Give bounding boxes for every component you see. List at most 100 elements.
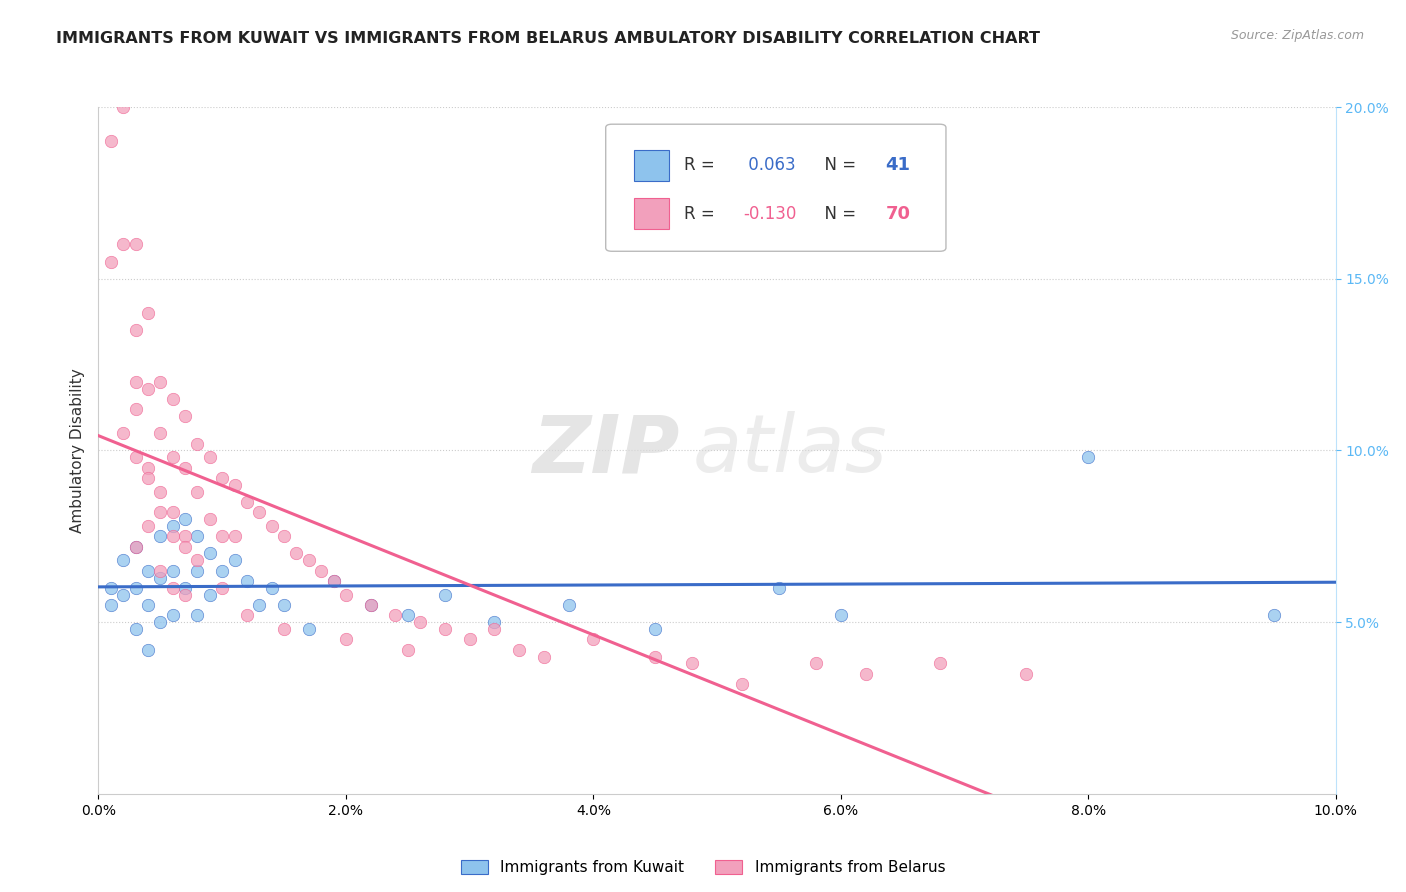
Point xyxy=(186,484,208,499)
Point xyxy=(124,622,146,636)
Bar xyxy=(634,198,669,229)
Point xyxy=(335,632,357,647)
Point xyxy=(149,426,172,441)
Point xyxy=(112,553,135,567)
Point xyxy=(644,622,666,636)
Point xyxy=(198,512,221,526)
Point xyxy=(198,588,221,602)
Point xyxy=(335,588,357,602)
Point xyxy=(236,608,259,623)
Point xyxy=(149,505,172,519)
Point xyxy=(236,574,259,588)
Point xyxy=(360,598,382,612)
Point xyxy=(236,495,259,509)
Point xyxy=(186,564,208,578)
Point xyxy=(830,608,852,623)
FancyBboxPatch shape xyxy=(606,124,946,252)
Point xyxy=(149,484,172,499)
Text: 70: 70 xyxy=(886,204,910,222)
Point xyxy=(100,254,122,268)
Point xyxy=(557,598,579,612)
Point xyxy=(211,471,233,485)
Point xyxy=(409,615,432,630)
Point xyxy=(1263,608,1285,623)
Point xyxy=(162,392,184,406)
Point xyxy=(162,564,184,578)
Point xyxy=(162,529,184,543)
Point xyxy=(360,598,382,612)
Point xyxy=(112,100,135,114)
Text: R =: R = xyxy=(683,156,720,175)
Point xyxy=(174,409,197,423)
Point xyxy=(162,581,184,595)
Point xyxy=(149,564,172,578)
Text: Source: ZipAtlas.com: Source: ZipAtlas.com xyxy=(1230,29,1364,42)
Point xyxy=(298,553,321,567)
Point xyxy=(458,632,481,647)
Point xyxy=(804,657,827,671)
Point xyxy=(644,649,666,664)
Point xyxy=(136,564,159,578)
Point xyxy=(136,598,159,612)
Text: atlas: atlas xyxy=(692,411,887,490)
Point xyxy=(186,529,208,543)
Text: 0.063: 0.063 xyxy=(742,156,796,175)
Point xyxy=(247,598,270,612)
Point xyxy=(533,649,555,664)
Point xyxy=(124,323,146,337)
Point xyxy=(260,519,283,533)
Text: 41: 41 xyxy=(886,156,910,175)
Point xyxy=(162,608,184,623)
Point xyxy=(298,622,321,636)
Point xyxy=(211,529,233,543)
Point xyxy=(285,546,308,561)
Point xyxy=(396,608,419,623)
Point xyxy=(582,632,605,647)
Point xyxy=(768,581,790,595)
Text: N =: N = xyxy=(814,156,860,175)
Point xyxy=(136,642,159,657)
Point xyxy=(174,540,197,554)
Point xyxy=(136,460,159,475)
Point xyxy=(124,237,146,252)
Point xyxy=(100,134,122,148)
Point xyxy=(174,529,197,543)
Point xyxy=(211,564,233,578)
Text: ZIP: ZIP xyxy=(533,411,681,490)
Point xyxy=(100,598,122,612)
Bar xyxy=(634,150,669,181)
Point xyxy=(273,598,295,612)
Point xyxy=(433,588,456,602)
Point xyxy=(928,657,950,671)
Point xyxy=(484,622,506,636)
Point xyxy=(112,588,135,602)
Point xyxy=(124,402,146,417)
Point xyxy=(224,553,246,567)
Point xyxy=(186,436,208,450)
Point xyxy=(149,615,172,630)
Text: IMMIGRANTS FROM KUWAIT VS IMMIGRANTS FROM BELARUS AMBULATORY DISABILITY CORRELAT: IMMIGRANTS FROM KUWAIT VS IMMIGRANTS FRO… xyxy=(56,31,1040,46)
Point xyxy=(186,553,208,567)
Point xyxy=(198,546,221,561)
Point xyxy=(681,657,703,671)
Point xyxy=(433,622,456,636)
Point xyxy=(162,450,184,465)
Point xyxy=(211,581,233,595)
Point xyxy=(136,306,159,320)
Point xyxy=(100,581,122,595)
Point xyxy=(247,505,270,519)
Point xyxy=(484,615,506,630)
Point xyxy=(1077,450,1099,465)
Point xyxy=(124,540,146,554)
Point xyxy=(508,642,530,657)
Point xyxy=(136,471,159,485)
Point xyxy=(186,608,208,623)
Point xyxy=(273,622,295,636)
Point xyxy=(124,540,146,554)
Point xyxy=(112,426,135,441)
Point xyxy=(855,666,877,681)
Point xyxy=(198,450,221,465)
Text: -0.130: -0.130 xyxy=(742,204,796,222)
Point xyxy=(384,608,406,623)
Point xyxy=(396,642,419,657)
